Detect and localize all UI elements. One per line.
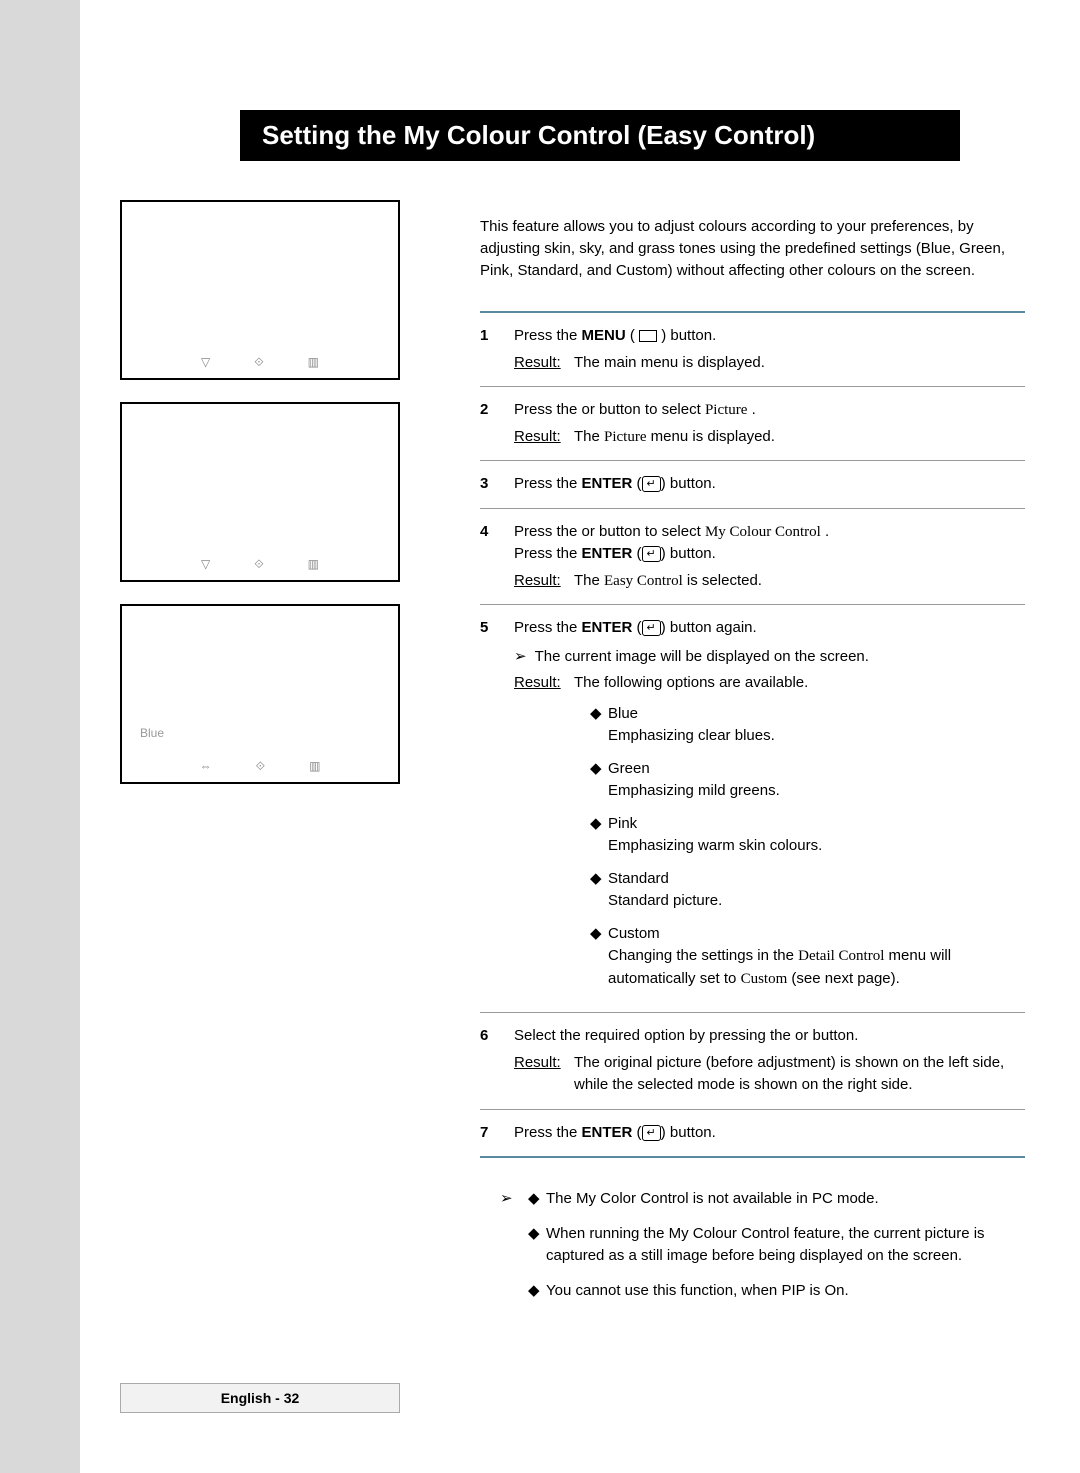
enter-icon: ↵ — [642, 1125, 661, 1141]
step-6: 6 Select the required option by pressing… — [480, 1012, 1025, 1109]
enter-icon: ↵ — [642, 546, 661, 562]
tv-thumbnails: ▽ ⟐ ▥ ▽ ⟐ ▥ Blue ⇔ ⟐ ▥ — [120, 200, 400, 806]
page-footer: English - 32 — [120, 1383, 400, 1413]
intro-text: This feature allows you to adjust colour… — [480, 216, 1025, 281]
tv-thumb-2: ▽ ⟐ ▥ — [120, 402, 400, 582]
steps-list: 1 Press the MENU ( ) button. Result:The … — [480, 311, 1025, 1158]
tv-icon: ▥ — [309, 759, 320, 774]
step-1: 1 Press the MENU ( ) button. Result:The … — [480, 311, 1025, 386]
tv-icon: ⟐ — [254, 557, 263, 572]
pointer-icon: ➢ — [500, 1188, 528, 1314]
tv-thumb-3: Blue ⇔ ⟐ ▥ — [120, 604, 400, 784]
step-5: 5 Press the ENTER (↵) button again. ➢The… — [480, 604, 1025, 1012]
tv-icon: ▥ — [308, 355, 319, 370]
result-label: Result: — [514, 1052, 574, 1097]
notes-block: ➢ ◆The My Color Control is not available… — [500, 1188, 1020, 1314]
tv-icon: ⟐ — [256, 759, 265, 774]
pointer-icon: ➢ — [514, 646, 527, 669]
tv-icon: ⇔ — [200, 759, 212, 774]
result-label: Result: — [514, 672, 574, 695]
tv-icon: ⟐ — [254, 355, 263, 370]
enter-icon: ↵ — [642, 476, 661, 492]
tv-icon: ▽ — [201, 355, 210, 370]
step-3: 3 Press the ENTER (↵) button. — [480, 460, 1025, 508]
result-label: Result: — [514, 570, 574, 593]
page-title: Setting the My Colour Control (Easy Cont… — [240, 110, 960, 161]
step-4: 4 Press the or button to select My Colou… — [480, 508, 1025, 605]
result-label: Result: — [514, 352, 574, 375]
tv-icon: ▽ — [201, 557, 210, 572]
tv-thumb-1: ▽ ⟐ ▥ — [120, 200, 400, 380]
left-margin-bar — [0, 0, 80, 1473]
result-label: Result: — [514, 426, 574, 449]
step-7: 7 Press the ENTER (↵) button. — [480, 1109, 1025, 1159]
enter-icon: ↵ — [642, 620, 661, 636]
tv-blue-label: Blue — [140, 726, 164, 740]
tv-icon: ▥ — [308, 557, 319, 572]
step-2: 2 Press the or button to select Picture … — [480, 386, 1025, 460]
menu-icon — [639, 330, 657, 342]
